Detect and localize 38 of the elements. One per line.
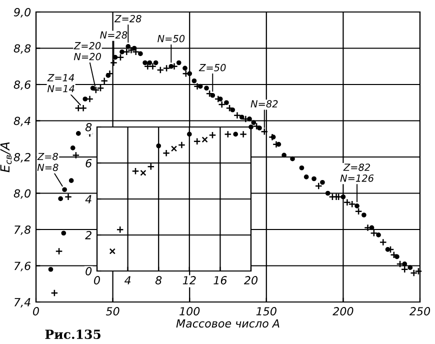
y-tick-label: 4 [85, 195, 92, 204]
y-tick-label: 8,4 [14, 116, 30, 126]
annotation: Z=14 N=14 [47, 74, 74, 92]
y-tick-label: 7,4 [14, 298, 30, 308]
x-tick-label: 16 [214, 276, 227, 284]
y-tick-label: 2 [85, 230, 92, 240]
annotation: Z=82 N=126 [340, 164, 374, 182]
y-tick-label: 8,2 [14, 152, 30, 163]
annotation: N=50 [158, 34, 185, 42]
x-axis-title: Массовое число A [176, 319, 280, 328]
annotation: Z=20 N=20 [74, 42, 101, 60]
text: Рис.135 [45, 330, 100, 340]
y-tick-label: 8,8 [14, 44, 31, 54]
y-tick-label: 9,0 [14, 8, 31, 18]
y-axis-title: E$_{св}$/A [0, 142, 12, 172]
y-tick-label: 7,6 [14, 262, 31, 272]
annotation: N=82 [250, 100, 278, 108]
y-tick-label: 8,6 [14, 80, 31, 90]
annotation: Z=50 [198, 64, 226, 72]
x-tick-label: 12 [182, 276, 196, 284]
annotation: Z=8 N=8 [37, 152, 58, 172]
x-tick-label: 150 [256, 307, 276, 316]
x-tick-label: 200 [332, 307, 354, 316]
x-tick-label: 8 [155, 276, 162, 284]
y-tick-label: 8 [85, 122, 92, 132]
x-tick-label: 100 [180, 307, 200, 316]
annotation: N=28 [100, 31, 128, 39]
x-tick-label: 4 [124, 276, 131, 284]
y-tick-label: 6 [86, 158, 92, 168]
x-tick-label: 0 [33, 307, 39, 316]
x-tick-label: 20 [244, 276, 258, 284]
y-tick-label: 7,8 [14, 225, 31, 236]
annotation: Z=28 [114, 14, 142, 22]
x-tick-label: 250 [409, 307, 430, 316]
x-tick-label: 0 [94, 276, 100, 284]
y-tick-label: 8,0 [14, 189, 31, 199]
y-tick-label: 0 [86, 266, 92, 276]
x-tick-label: 50 [106, 307, 120, 316]
